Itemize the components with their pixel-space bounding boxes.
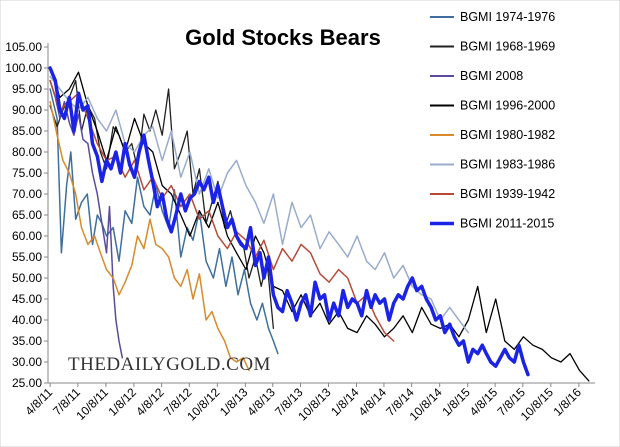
- legend-label-5: BGMI 1983-1986: [460, 158, 555, 172]
- y-tick-label: 30.00: [12, 355, 42, 369]
- series-line-5: [49, 75, 470, 334]
- series-line-4: [49, 100, 250, 372]
- legend-label-2: BGMI 2008: [460, 69, 523, 83]
- y-tick-label: 100.00: [5, 61, 42, 75]
- y-tick-label: 85.00: [12, 124, 42, 138]
- y-tick-label: 95.00: [12, 82, 42, 96]
- y-tick-label: 105.00: [5, 40, 42, 54]
- y-tick-label: 40.00: [12, 313, 42, 327]
- legend-label-1: BGMI 1968-1969: [460, 40, 555, 54]
- series-line-2: [49, 79, 124, 359]
- series-line-3: [49, 67, 590, 382]
- axes: [44, 43, 595, 387]
- y-tick-label: 80.00: [12, 145, 42, 159]
- y-tick-label: 35.00: [12, 334, 42, 348]
- y-tick-label: 45.00: [12, 292, 42, 306]
- y-tick-label: 25.00: [12, 376, 42, 390]
- y-tick-label: 65.00: [12, 208, 42, 222]
- chart-title: Gold Stocks Bears: [185, 25, 381, 50]
- legend-label-0: BGMI 1974-1976: [460, 10, 555, 24]
- y-tick-labels: 25.00 30.00 35.00 40.00 45.00 50.00 55.00 60.00…: [5, 40, 42, 390]
- legend: BGMI 1974-1976 BGMI 1968-1969 BGMI 2008 BGM…: [430, 10, 555, 231]
- y-tick-label: 55.00: [12, 250, 42, 264]
- watermark-text: THEDAILYGOLD.COM: [68, 354, 271, 375]
- y-tick-label: 75.00: [12, 166, 42, 180]
- legend-label-3: BGMI 1996-2000: [460, 99, 555, 113]
- y-tick-label: 70.00: [12, 187, 42, 201]
- legend-label-4: BGMI 1980-1982: [460, 128, 555, 142]
- y-tick-label: 50.00: [12, 271, 42, 285]
- series-layer: [48, 66, 590, 382]
- legend-label-7: BGMI 2011-2015: [460, 217, 554, 231]
- y-tick-label: 90.00: [12, 103, 42, 117]
- series-line-7: [48, 66, 530, 377]
- y-tick-label: 60.00: [12, 229, 42, 243]
- legend-label-6: BGMI 1939-1942: [460, 187, 555, 201]
